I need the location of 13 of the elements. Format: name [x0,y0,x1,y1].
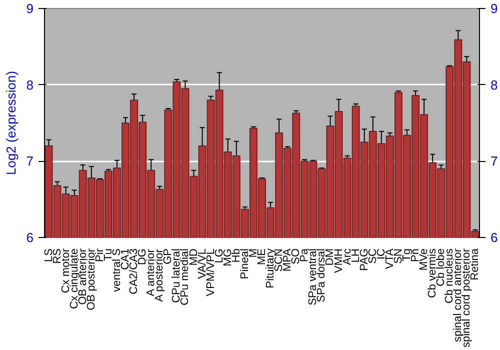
y2-tick-label: 7 [490,154,498,169]
x-tick-label: RS [51,248,64,264]
y-axis-title: Log2 (expression) [3,70,18,176]
x-tick-label: Retina [469,248,482,280]
y-tick-label: 6 [26,230,34,245]
y2-tick-label: 6 [490,230,498,245]
y-tick-label: 8 [26,77,34,92]
y2-tick-label: 9 [490,1,498,16]
x-tick-label: Tg [401,248,413,262]
x-tick-label: OB posterior [85,248,98,310]
y2-tick-label: 8 [490,77,498,92]
y-tick-label: 9 [26,1,34,16]
y-tick-label: 7 [26,154,34,169]
